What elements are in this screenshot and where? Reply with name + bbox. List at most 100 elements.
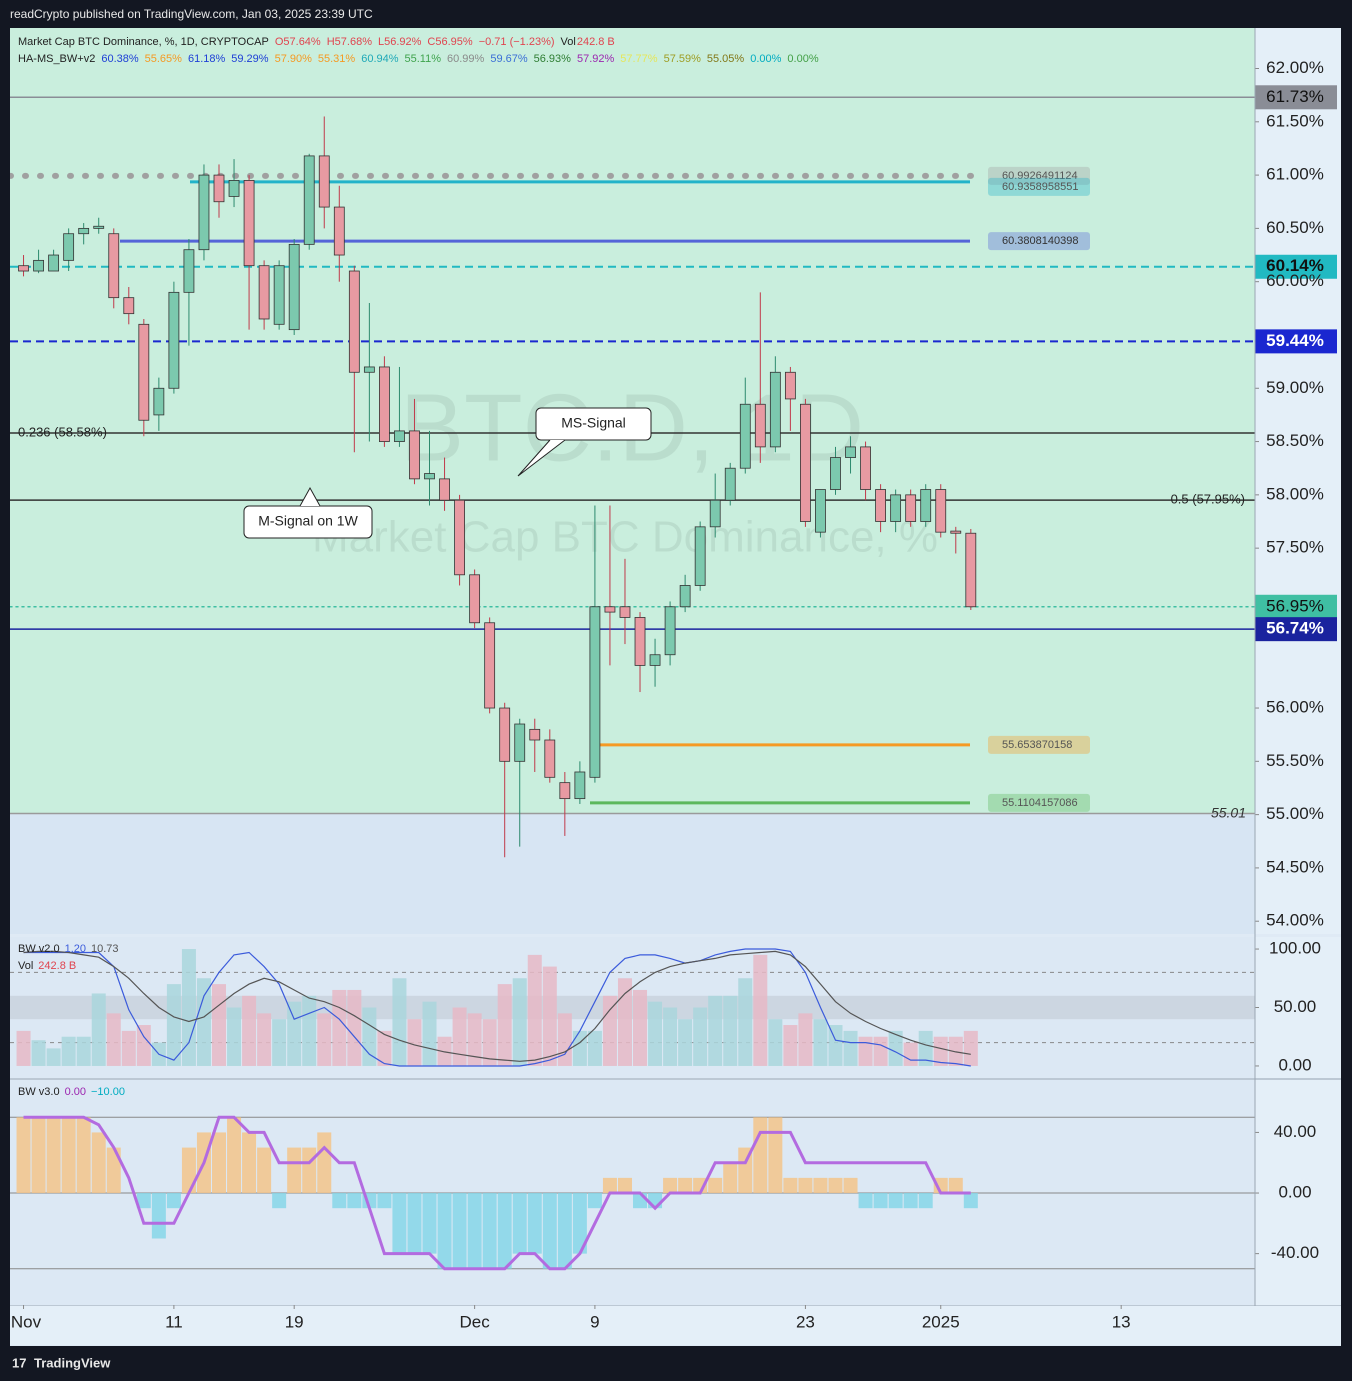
hist-bar [166,1193,181,1209]
hist-bar [302,1147,317,1194]
candle-body [439,478,450,501]
hist-bar [663,1007,678,1066]
hist-bar [783,1177,798,1194]
panel-legend: 1.20 [65,943,86,955]
y-tick-label: 54.00% [1266,911,1324,930]
candle-body [860,446,871,490]
candle-body [920,489,932,522]
candle-body [514,723,526,762]
indicator-line [23,948,971,1067]
indicator-name: HA-MS_BW+v2 [18,53,95,65]
indicator-value: 0.00% [750,53,781,65]
panel [10,1115,1255,1271]
candle-body [604,606,616,613]
candle-body [273,265,285,325]
hist-bar [828,1025,843,1066]
y-tick-label: 100.00 [1269,939,1321,958]
y-tick-label: -40.00 [1271,1243,1319,1262]
hist-bar [482,1193,497,1269]
indicator-value: 57.90% [275,53,313,65]
y-tick-label: 61.50% [1266,111,1324,130]
price-tag [1255,329,1337,354]
hist-bar [587,1030,602,1066]
hist-bar [422,1001,437,1066]
hist-bar [738,978,753,1066]
x-tick-label: 2025 [922,1312,960,1331]
y-tick-label: 62.00% [1266,58,1324,77]
hist-bar [16,1117,31,1194]
candle-body [875,489,886,522]
legend-value: −0.71 (−1.23%) [479,36,555,48]
candle-body [709,499,721,528]
candle-body [108,233,120,299]
panel-legend: 0.00 [65,1086,86,1098]
price-tag-label: 56.95% [1266,596,1324,615]
watermark-sub: Market Cap BTC Dominance, % [312,513,938,562]
x-tick-label: 13 [1112,1312,1131,1331]
hist-bar [31,1117,46,1194]
hist-bar [602,995,617,1066]
hist-bar [633,989,648,1066]
legend-value: C56.95% [427,36,472,48]
hist-bar [903,1042,918,1066]
brand-logo: 17 [12,1355,26,1370]
hist-bar [813,1019,828,1066]
hist-bar [332,1193,347,1209]
candle-body [183,249,195,293]
y-tick-label: 59.00% [1266,378,1324,397]
price-tag-label: 56.74% [1266,619,1324,638]
value-box [988,166,1090,185]
panel-legend: BW v2.0 [18,943,60,955]
hist-bar [257,1013,272,1066]
hist-bar [106,1147,121,1194]
brand: TradingView [34,1355,111,1370]
indicator-value: 60.38% [101,53,139,65]
candle-body [48,254,60,272]
hist-bar [527,954,542,1066]
candle-body [484,622,496,709]
callout-pointer [299,486,321,507]
hist-bar [196,978,211,1066]
hist-bar [392,1193,407,1254]
candle-body [198,174,210,251]
x-tick-label: Nov [11,1312,42,1331]
plot [10,96,1255,858]
hist-bar [648,1001,663,1066]
candle-body [544,739,556,778]
hist-bar [708,995,723,1066]
candle-body [679,585,691,608]
candle-body [619,606,631,618]
hist-bar [933,1036,948,1066]
hist-bar [798,1013,813,1066]
legend-value: O57.64% [275,36,321,48]
candle-body [318,155,330,208]
candle-body [363,366,375,373]
panel-legend: Vol [18,960,33,972]
fib-label: 0.5 (57.95%) [1171,492,1245,507]
candle-body [18,265,29,272]
hist-bar [542,966,557,1066]
plot-bg-lower [10,813,1255,934]
panel [10,948,1255,1067]
value-box-label: 55.653870158 [1002,739,1072,751]
candle-body [333,206,345,256]
hist-bar [723,995,738,1066]
candle-body [529,728,541,741]
indicator-value: 60.94% [361,53,399,65]
hist-bar [437,1193,452,1269]
price-tag-label: 60.14% [1266,256,1324,275]
candle-body [394,430,405,442]
y-tick-label: 58.00% [1266,484,1324,503]
candle-body [33,259,44,272]
candle-body [649,654,661,666]
candle-body [168,291,180,389]
price-tag [1255,85,1337,110]
indicator-value: 0.00% [787,53,818,65]
hist-bar [512,1193,527,1254]
hist-bar [76,1036,91,1066]
level-label: 55.01 [1211,804,1246,820]
hist-bar [136,1193,151,1209]
hist-bar [227,1007,242,1066]
